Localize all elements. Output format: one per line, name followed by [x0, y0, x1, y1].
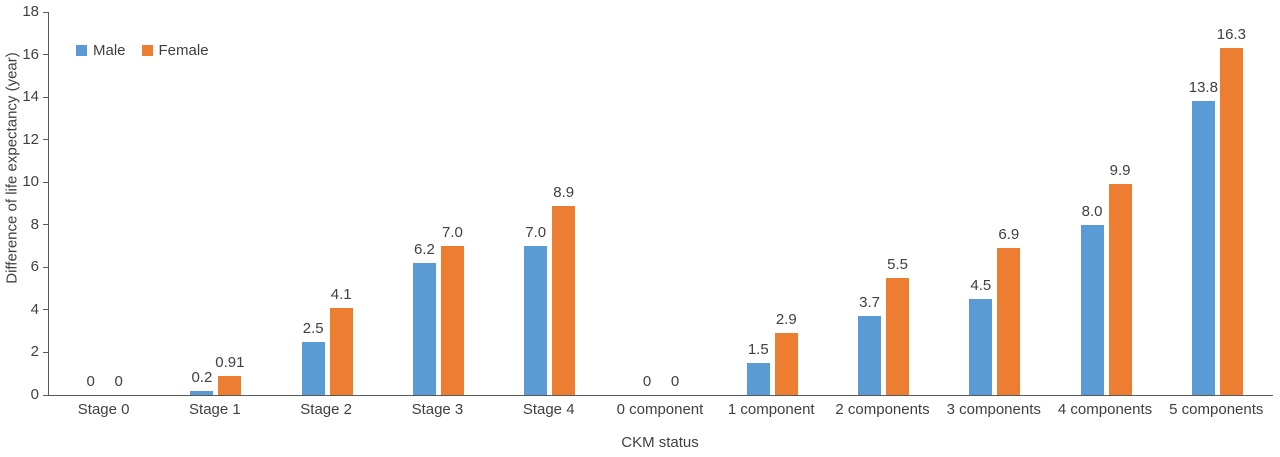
x-axis-title: CKM status [621, 434, 699, 451]
legend-swatch-male [76, 45, 87, 56]
bar-male [190, 390, 214, 395]
x-axis-category-label: Stage 4 [522, 401, 575, 418]
y-axis-tick [43, 139, 49, 141]
category-group: 6.2 7.0 [383, 12, 494, 395]
x-axis-category-label: 3 components [946, 401, 1041, 418]
y-axis-tick-label: 16 [22, 45, 39, 63]
bar-value-label: 0 [642, 373, 652, 390]
bar-female [1219, 48, 1243, 395]
legend-item-male: Male [76, 42, 126, 59]
category-group: 1.5 2.9 [717, 12, 828, 395]
y-axis-tick-label: 4 [30, 300, 39, 318]
category-group: 0.2 0.91 [160, 12, 271, 395]
bar-male [858, 316, 882, 395]
category-group: 7.0 8.9 [494, 12, 605, 395]
legend-item-female: Female [141, 42, 209, 59]
bar-female [440, 246, 464, 395]
bar-female [774, 333, 798, 395]
y-axis-tick [43, 224, 49, 226]
bar-value-label: 1.5 [747, 341, 769, 359]
bar-value-label: 7.0 [525, 224, 547, 242]
bar-male [524, 246, 548, 395]
bar-value-label: 4.1 [330, 285, 352, 303]
bar-female [218, 375, 242, 395]
y-axis-tick-label: 8 [30, 215, 39, 233]
y-axis-tick-label: 6 [30, 258, 39, 276]
x-axis-category-label: 1 component [727, 401, 815, 418]
bar-value-label: 3.7 [859, 294, 880, 312]
bar-value-label: 2.5 [302, 319, 324, 337]
x-axis-category-label: 4 components [1057, 401, 1153, 418]
bar-value-label: 6.2 [414, 241, 435, 259]
x-axis-category-label: 5 components [1169, 401, 1264, 418]
y-axis-tick [43, 96, 49, 98]
category-group: 2.5 4.1 [272, 12, 383, 395]
y-axis-tick [43, 351, 49, 353]
bar-value-label: 9.9 [1109, 162, 1131, 180]
legend: Male Female [76, 42, 209, 59]
bar-male [746, 363, 770, 395]
x-axis-category-label: Stage 3 [411, 401, 464, 418]
y-axis-tick [43, 266, 49, 268]
y-axis-tick-label: 0 [30, 386, 39, 403]
y-axis-tick-label: 18 [22, 3, 39, 20]
category-group: 8.0 9.9 [1050, 12, 1161, 395]
bar-value-label: 8.0 [1081, 202, 1103, 220]
bar-value-label: 16.3 [1216, 26, 1246, 44]
y-axis-title: Difference of life expectancy (year) [3, 52, 21, 284]
bar-value-label: 8.9 [553, 183, 575, 201]
x-axis-category-label: Stage 1 [189, 401, 241, 418]
y-axis-tick [43, 181, 49, 183]
bar-male [1191, 101, 1215, 395]
bar-value-label: 13.8 [1188, 79, 1218, 97]
bar-male [412, 263, 436, 395]
bar-value-label: 0 [86, 373, 95, 390]
x-axis-category-label: Stage 0 [77, 401, 130, 418]
x-axis-category-label: Stage 2 [300, 401, 353, 418]
x-axis-category-label: 0 component [616, 401, 704, 418]
y-axis-tick [43, 309, 49, 311]
bar-value-label: 0 [114, 373, 123, 390]
category-group: 13.8 16.3 [1162, 12, 1273, 395]
y-axis-tick-label: 14 [22, 88, 39, 106]
category-group: 4.5 6.9 [939, 12, 1050, 395]
bar-female [329, 307, 353, 395]
x-axis-category-label: 2 components [835, 401, 930, 418]
legend-label-male: Male [93, 42, 126, 59]
bar-female [997, 248, 1021, 395]
bar-male [1080, 224, 1104, 395]
bar-female [552, 205, 576, 395]
category-group: 3.7 5.5 [828, 12, 939, 395]
y-axis-tick [43, 11, 49, 13]
bar-male [301, 341, 325, 395]
bar-value-label: 5.5 [887, 255, 908, 273]
x-axis-category-labels: Stage 0 Stage 1 Stage 2 Stage 3 Stage 4 0 com… [48, 401, 1272, 418]
y-axis-tick-label: 10 [22, 173, 39, 191]
plot-area: 0 2 4 6 8 10 12 14 16 18 0 0 0.2 0.91 2.5 4.1 6.2 7.0 7.0 8… [22, 3, 1273, 403]
y-axis-tick-label: 12 [22, 130, 39, 148]
y-axis-tick-label: 2 [30, 343, 39, 361]
bar-value-label: 6.9 [998, 226, 1020, 244]
bar-value-label: 2.9 [775, 311, 797, 329]
bar-value-label: 0.2 [191, 368, 213, 386]
y-axis-tick [43, 394, 49, 396]
legend-swatch-female [141, 45, 153, 56]
y-axis-tick [43, 54, 49, 56]
legend-label-female: Female [158, 42, 209, 59]
bar-female [1108, 184, 1132, 395]
bar-female [886, 277, 910, 395]
bar-value-label: 7.0 [442, 224, 463, 242]
bar-value-label: 0 [670, 373, 680, 390]
bar-value-label: 4.5 [970, 277, 992, 295]
bar-male [969, 299, 993, 395]
bar-value-label: 0.91 [215, 353, 245, 371]
